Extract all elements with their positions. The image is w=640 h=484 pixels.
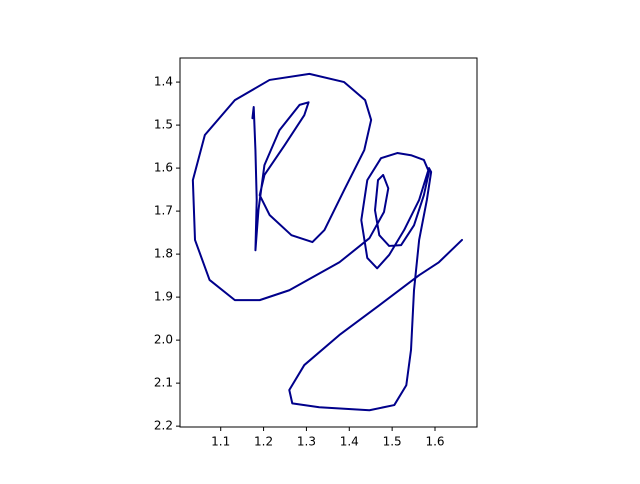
x-tick-label: 1.3 <box>297 435 316 449</box>
x-tick-label: 1.5 <box>383 435 402 449</box>
trajectory-line <box>191 72 463 412</box>
x-tick-label: 1.2 <box>254 435 273 449</box>
y-tick-label: 1.5 <box>154 118 173 132</box>
y-tick-label: 1.4 <box>154 75 173 89</box>
y-tick-label: 2.0 <box>154 333 173 347</box>
plot-frame <box>179 57 478 428</box>
x-tick-label: 1.6 <box>425 435 444 449</box>
x-tick-label: 1.1 <box>211 435 230 449</box>
y-tick-label: 2.1 <box>154 376 173 390</box>
y-tick-label: 2.2 <box>154 419 173 433</box>
y-tick-label: 1.8 <box>154 247 173 261</box>
y-tick-label: 1.6 <box>154 161 173 175</box>
y-tick-label: 1.7 <box>154 204 173 218</box>
x-tick-label: 1.4 <box>340 435 359 449</box>
y-tick-label: 1.9 <box>154 290 173 304</box>
